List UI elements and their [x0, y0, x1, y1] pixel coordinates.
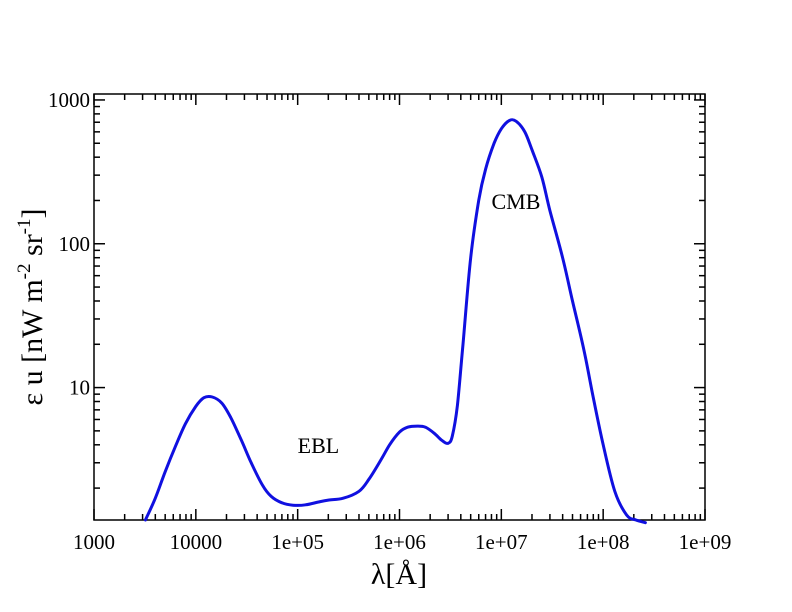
y-tick-label: 100	[59, 232, 91, 256]
x-tick-label: 1e+05	[271, 530, 324, 554]
y-axis-title: ε u [nW m-2 sr-1]	[14, 208, 49, 405]
annotation-label: CMB	[491, 189, 540, 214]
annotation-label: EBL	[298, 433, 340, 458]
x-tick-label: 1000	[73, 530, 115, 554]
x-tick-label: 1e+07	[475, 530, 528, 554]
axis-ticks	[93, 94, 706, 520]
x-tick-label: 10000	[170, 530, 223, 554]
y-tick-labels: 10 100 1000	[48, 88, 90, 400]
x-tick-label: 1e+08	[577, 530, 630, 554]
y-tick-label: 1000	[48, 88, 90, 112]
annotations: EBL CMB	[298, 189, 541, 458]
plot-frame	[93, 93, 706, 521]
x-tick-label: 1e+06	[373, 530, 426, 554]
x-axis-title: λ[Å]	[371, 558, 427, 591]
x-tick-label: 1e+09	[679, 530, 732, 554]
x-tick-labels: 1000 10000 1e+05 1e+06 1e+07 1e+08 1e+09	[73, 530, 731, 554]
series-line	[143, 118, 647, 525]
y-tick-label: 10	[69, 376, 90, 400]
